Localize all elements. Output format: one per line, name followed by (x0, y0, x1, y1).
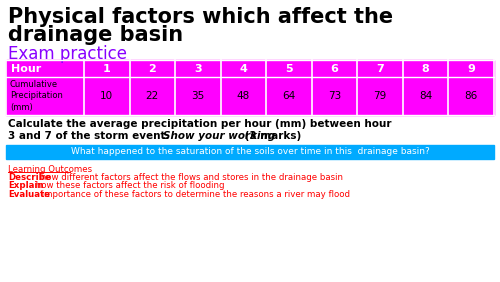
Text: drainage basin: drainage basin (8, 25, 183, 45)
Text: Hour: Hour (11, 63, 41, 74)
Text: 64: 64 (282, 91, 296, 101)
Text: 48: 48 (237, 91, 250, 101)
Text: Describe: Describe (8, 173, 51, 182)
Text: Explain: Explain (8, 182, 44, 191)
Bar (6, 60, 494, 77)
Text: 2: 2 (148, 63, 156, 74)
Bar (6, 145, 494, 159)
Text: 9: 9 (468, 63, 475, 74)
Text: importance of these factors to determine the reasons a river may flood: importance of these factors to determine… (39, 190, 350, 199)
Text: how different factors affect the flows and stores in the drainage basin: how different factors affect the flows a… (38, 173, 343, 182)
Text: Exam practice: Exam practice (8, 45, 127, 63)
Text: 10: 10 (100, 91, 114, 101)
Text: Physical factors which affect the: Physical factors which affect the (8, 7, 393, 27)
Text: 79: 79 (374, 91, 386, 101)
Text: Calculate the average precipitation per hour (mm) between hour: Calculate the average precipitation per … (8, 119, 392, 129)
Text: 6: 6 (330, 63, 338, 74)
Text: Learning Outcomes: Learning Outcomes (8, 165, 92, 174)
Text: 86: 86 (464, 91, 478, 101)
Text: Cumulative
Precipitation
(mm): Cumulative Precipitation (mm) (10, 80, 63, 112)
Text: (3 marks): (3 marks) (241, 131, 301, 141)
Text: 84: 84 (419, 91, 432, 101)
Text: how these factors affect the risk of flooding: how these factors affect the risk of flo… (33, 182, 224, 191)
Text: 35: 35 (192, 91, 204, 101)
Text: 1: 1 (103, 63, 110, 74)
Text: 7: 7 (376, 63, 384, 74)
Text: Show your working: Show your working (163, 131, 275, 141)
Text: 8: 8 (422, 63, 430, 74)
Text: 3 and 7 of the storm event.: 3 and 7 of the storm event. (8, 131, 173, 141)
Text: 22: 22 (146, 91, 159, 101)
Text: What happened to the saturation of the soils over time in this  drainage basin?: What happened to the saturation of the s… (70, 147, 430, 157)
Text: 4: 4 (240, 63, 248, 74)
Text: 3: 3 (194, 63, 202, 74)
Bar (6, 77, 494, 115)
Text: 5: 5 (285, 63, 293, 74)
Text: Evaluate: Evaluate (8, 190, 50, 199)
Text: 73: 73 (328, 91, 341, 101)
